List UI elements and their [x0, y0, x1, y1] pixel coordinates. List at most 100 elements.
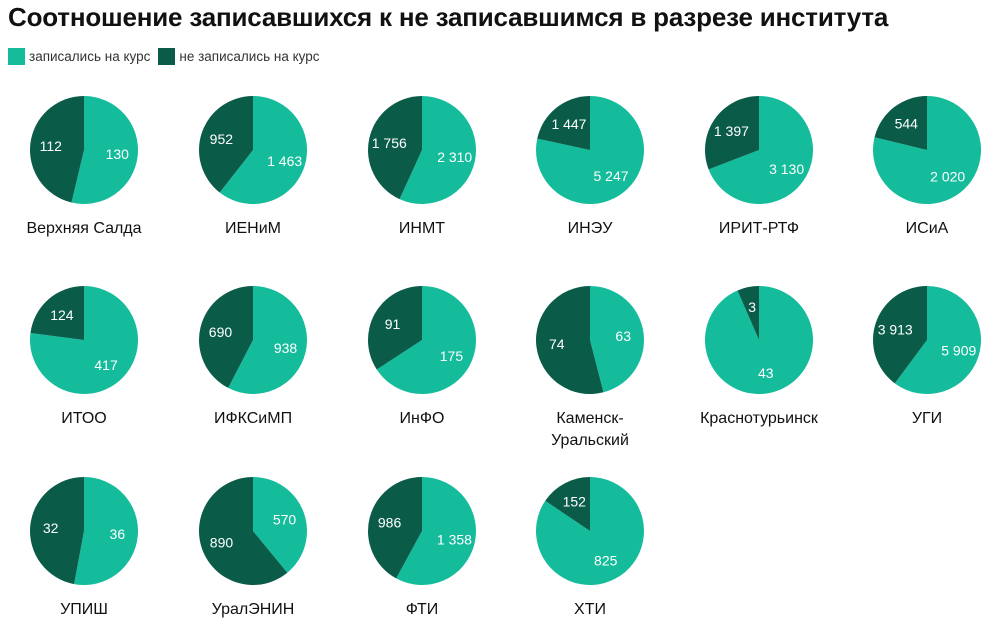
slice-enrolled [253, 477, 308, 573]
category-label: ИнФО [400, 410, 445, 427]
data-label-not-enrolled: 152 [563, 493, 587, 509]
data-label-not-enrolled: 32 [43, 520, 59, 536]
category-label: ХТИ [574, 601, 606, 618]
data-label-not-enrolled: 986 [378, 515, 402, 531]
legend-swatch-not-enrolled [158, 48, 176, 65]
slice-enrolled [399, 96, 476, 204]
data-label-enrolled: 1 358 [437, 531, 472, 547]
data-label-not-enrolled: 690 [209, 324, 233, 340]
pie-верхняя-салда: 130 112 Верхняя Салда [26, 96, 142, 237]
chart-title: Соотношение записавшихся к не записавшим… [8, 2, 889, 32]
slice-enrolled [396, 477, 476, 586]
data-label-enrolled: 938 [274, 340, 298, 356]
slice-not-enrolled [29, 476, 84, 585]
category-label: ИЕНиМ [225, 220, 281, 237]
data-label-enrolled: 2 020 [930, 168, 965, 184]
pie-уги: 5 909 3 913 УГИ [873, 286, 981, 427]
category-label: ИСиА [906, 220, 949, 237]
category-label: ФТИ [406, 601, 439, 618]
data-label-enrolled: 175 [440, 348, 464, 364]
data-label-enrolled: 2 310 [437, 149, 472, 165]
data-label-not-enrolled: 1 447 [551, 116, 586, 132]
pie-краснотурьинск: 43 3 Краснотурьинск [700, 286, 819, 427]
data-label-not-enrolled: 952 [210, 131, 234, 147]
pie-ирит-ртф: 3 130 1 397 ИРИТ-РТФ [705, 96, 813, 237]
data-label-enrolled: 43 [758, 365, 774, 381]
slice-not-enrolled [537, 96, 590, 150]
slice-enrolled [894, 286, 981, 395]
data-label-not-enrolled: 1 397 [714, 123, 749, 139]
slice-not-enrolled [368, 477, 422, 579]
slice-enrolled [71, 96, 138, 204]
data-label-not-enrolled: 3 [748, 299, 756, 315]
pie-упиш: 36 32 УПИШ [29, 476, 138, 618]
slice-not-enrolled [874, 96, 927, 150]
slice-not-enrolled [545, 477, 590, 531]
slice-not-enrolled [198, 286, 253, 388]
slice-enrolled [708, 96, 813, 204]
data-label-not-enrolled: 124 [50, 307, 74, 323]
data-label-not-enrolled: 91 [385, 316, 401, 332]
slice-not-enrolled [199, 96, 253, 193]
data-label-enrolled: 130 [106, 146, 130, 162]
data-label-enrolled: 63 [615, 328, 631, 344]
slice-not-enrolled [29, 96, 84, 203]
data-label-enrolled: 825 [594, 553, 618, 569]
slice-enrolled [219, 96, 307, 204]
category-label: Верхняя Салда [26, 220, 141, 237]
legend-item-enrolled: записались на курс [8, 48, 150, 65]
pie-иеним: 1 463 952 ИЕНиМ [199, 96, 307, 237]
slice-not-enrolled [705, 96, 759, 170]
pie-уралэнин: 570 890 УралЭНИН [199, 477, 308, 618]
legend: записались на курс не записались на курс [8, 48, 328, 65]
slice-not-enrolled [536, 286, 604, 394]
category-label: Краснотурьинск [700, 410, 819, 427]
data-label-not-enrolled: 74 [549, 336, 565, 352]
category-label: ИНМТ [399, 220, 445, 237]
slice-enrolled [228, 286, 307, 394]
data-label-not-enrolled: 890 [210, 534, 234, 550]
category-label: Уральский [551, 432, 629, 449]
slice-enrolled [74, 477, 138, 585]
category-label: ИНЭУ [568, 220, 614, 237]
data-label-enrolled: 5 909 [941, 343, 976, 359]
category-label: УралЭНИН [212, 601, 295, 618]
pie-хти: 825 152 ХТИ [536, 477, 644, 618]
pie-инмт: 2 310 1 756 ИНМТ [367, 95, 476, 237]
pie-инэу: 5 247 1 447 ИНЭУ [536, 96, 644, 237]
pie-итоо: 417 124 ИТОО [30, 286, 138, 427]
data-label-not-enrolled: 1 756 [372, 135, 407, 151]
category-label: ИТОО [61, 410, 106, 427]
legend-swatch-enrolled [8, 48, 25, 65]
pie-инфо: 175 91 ИнФО [368, 285, 477, 427]
data-label-enrolled: 1 463 [267, 153, 302, 169]
slice-not-enrolled [30, 286, 84, 340]
slice-not-enrolled [199, 477, 288, 585]
legend-item-not-enrolled: не записались на курс [158, 48, 320, 65]
category-label: УГИ [912, 410, 942, 427]
category-label: УПИШ [60, 601, 108, 618]
category-label: ИРИТ-РТФ [719, 220, 799, 237]
pie-исиа: 2 020 544 ИСиА [873, 96, 981, 237]
data-label-not-enrolled: 544 [895, 116, 919, 132]
slice-enrolled [376, 286, 477, 394]
data-label-enrolled: 417 [94, 357, 118, 373]
pie-ифксимп: 938 690 ИФКСиМП [198, 286, 307, 427]
legend-label-enrolled: записались на курс [29, 49, 151, 64]
data-label-not-enrolled: 3 913 [878, 321, 913, 337]
data-label-not-enrolled: 112 [40, 138, 63, 154]
category-label: Каменск- [556, 410, 623, 427]
data-label-enrolled: 3 130 [769, 161, 804, 177]
slice-enrolled [590, 286, 645, 393]
slice-not-enrolled [873, 286, 927, 384]
pie-каменск-уральский: 63 74 Каменск- Уральский [536, 286, 645, 449]
slice-not-enrolled [737, 286, 759, 340]
data-label-enrolled: 36 [110, 526, 126, 542]
category-label: ИФКСиМП [214, 410, 292, 427]
slice-not-enrolled [367, 95, 422, 200]
slice-not-enrolled [368, 285, 422, 370]
data-label-enrolled: 570 [273, 512, 297, 528]
data-label-enrolled: 5 247 [594, 168, 629, 184]
pie-фти: 1 358 986 ФТИ [368, 477, 476, 618]
